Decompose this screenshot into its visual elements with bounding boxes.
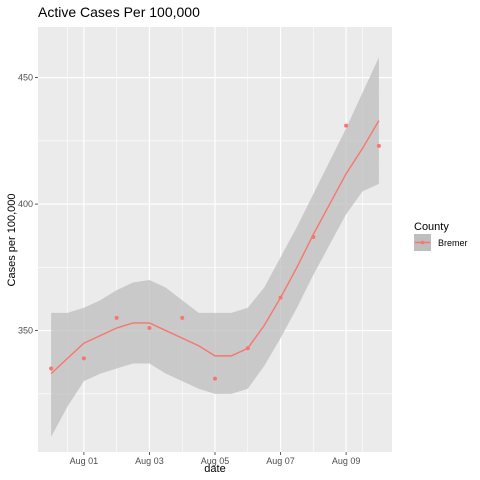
data-point-bremer [245, 346, 250, 351]
y-tick-label: 350 [18, 326, 33, 336]
x-tick-label: Aug 01 [70, 456, 99, 466]
y-axis-title: Cases per 100,000 [6, 194, 18, 287]
x-tick-label: Aug 09 [332, 456, 361, 466]
data-points [49, 123, 381, 381]
legend-title: County [414, 221, 449, 233]
legend-key-point [420, 240, 425, 245]
legend: County Bremer [414, 221, 468, 251]
data-point-bremer [114, 315, 119, 320]
chart-title: Active Cases Per 100,000 [38, 4, 200, 20]
legend-entry-bremer: Bremer [438, 238, 468, 248]
data-point-bremer [344, 123, 349, 128]
x-axis-ticks: Aug 01 Aug 03 Aug 05 Aug 07 Aug 09 [70, 452, 361, 466]
smooth-line-bremer [50, 120, 380, 375]
confidence-ribbon-bremer [51, 57, 379, 437]
x-tick-label: Aug 05 [201, 456, 230, 466]
x-tick-label: Aug 03 [135, 456, 164, 466]
confidence-ribbon-layer [51, 57, 379, 437]
x-axis-title: date [204, 463, 225, 475]
smooth-line-layer [50, 120, 380, 375]
data-point-bremer [213, 376, 217, 381]
data-point-bremer [311, 234, 316, 239]
y-tick-label: 400 [18, 199, 33, 209]
data-point-bremer [49, 366, 54, 371]
y-tick-label: 450 [18, 73, 33, 83]
data-point-bremer [278, 295, 283, 300]
x-tick-label: Aug 07 [266, 456, 295, 466]
data-point-bremer [81, 356, 86, 361]
data-point-bremer [147, 326, 152, 331]
data-point-bremer [376, 143, 381, 148]
data-point-bremer [180, 315, 185, 320]
y-axis-ticks: 350 400 450 [18, 73, 38, 336]
